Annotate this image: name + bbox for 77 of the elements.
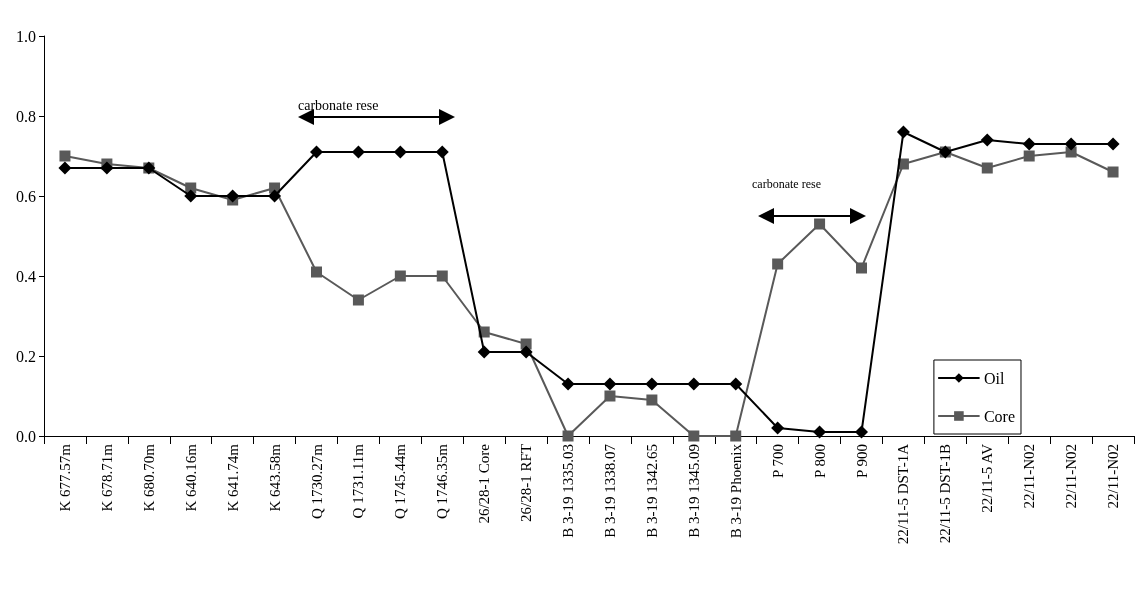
x-tick-label: 22/11-5 DST-1A bbox=[895, 443, 912, 545]
point bbox=[687, 377, 701, 391]
point bbox=[730, 430, 742, 442]
point bbox=[435, 145, 449, 159]
x-tick-label: B 3-19 1335.03 bbox=[560, 444, 577, 538]
point bbox=[59, 150, 71, 162]
point bbox=[226, 189, 240, 203]
y-tick-label: 0.4 bbox=[16, 267, 36, 285]
legend-label: Core bbox=[983, 407, 1016, 425]
point bbox=[184, 189, 198, 203]
x-tick-label: P 700 bbox=[769, 444, 786, 479]
point bbox=[855, 425, 868, 439]
x-tick-label: 22/11-5 AV bbox=[979, 443, 996, 513]
point bbox=[477, 345, 491, 359]
point bbox=[351, 145, 365, 159]
point bbox=[393, 145, 407, 159]
x-tick-label: 22/11-N02 bbox=[1021, 444, 1038, 509]
x-tick-label: P 900 bbox=[853, 444, 870, 479]
point bbox=[856, 262, 867, 274]
x-tick-label: Q 1730.27m bbox=[308, 443, 325, 519]
point bbox=[1022, 137, 1036, 151]
point bbox=[813, 425, 827, 439]
x-tick-label: K 678.71m bbox=[98, 443, 115, 512]
point bbox=[58, 161, 72, 175]
point bbox=[1106, 137, 1120, 151]
x-tick-label: K 680.70m bbox=[140, 443, 157, 512]
y-tick-label: 1.0 bbox=[16, 27, 36, 45]
annotation: carbonate rese bbox=[752, 177, 821, 191]
point bbox=[645, 377, 659, 391]
x-tick-label: P 800 bbox=[811, 444, 828, 479]
point bbox=[646, 394, 658, 406]
x-tick-label: Q 1746.35m bbox=[434, 443, 451, 519]
annotation: carbonate rese bbox=[298, 97, 379, 113]
x-tick-label: B 3-19 1345.09 bbox=[685, 444, 702, 538]
x-tick-label: 22/11-N02 bbox=[1105, 444, 1122, 509]
point bbox=[436, 270, 448, 282]
x-tick-label: Q 1745.44m bbox=[392, 443, 409, 519]
point bbox=[604, 390, 616, 402]
point bbox=[561, 377, 575, 391]
y-tick-label: 0.2 bbox=[16, 347, 36, 365]
x-tick-label: Q 1731.11m bbox=[350, 443, 367, 519]
x-tick-label: B 3-19 1342.65 bbox=[643, 444, 660, 538]
point bbox=[394, 270, 406, 282]
legend-label: Oil bbox=[983, 369, 1005, 387]
x-tick-label: K 641.74m bbox=[224, 443, 241, 512]
point bbox=[310, 145, 323, 159]
point bbox=[519, 345, 533, 359]
point bbox=[729, 377, 743, 391]
x-tick-label: K 643.58m bbox=[266, 443, 283, 512]
point bbox=[688, 430, 700, 442]
y-tick-label: 0.6 bbox=[16, 187, 36, 205]
y-tick-label: 0.8 bbox=[16, 107, 36, 125]
point bbox=[100, 161, 114, 175]
x-tick-label: K 677.57m bbox=[56, 443, 73, 512]
x-tick-label: K 640.16m bbox=[182, 443, 199, 512]
y-tick-label: 0.0 bbox=[16, 427, 36, 445]
x-tick-label: 22/11-N02 bbox=[1063, 444, 1080, 509]
point bbox=[1064, 137, 1078, 151]
point bbox=[352, 294, 364, 306]
x-tick-label: 26/28-1 Core bbox=[476, 443, 493, 524]
point bbox=[772, 258, 784, 270]
x-tick-label: B 3-19 1338.07 bbox=[601, 443, 618, 538]
x-tick-label: 22/11-5 DST-1B bbox=[937, 444, 954, 544]
point bbox=[603, 377, 617, 391]
point bbox=[1065, 146, 1077, 158]
point bbox=[896, 125, 910, 139]
point bbox=[311, 266, 322, 278]
point bbox=[980, 133, 994, 147]
point bbox=[814, 218, 826, 230]
point bbox=[1107, 166, 1119, 178]
point bbox=[268, 189, 282, 203]
point bbox=[1023, 150, 1035, 162]
point bbox=[981, 162, 993, 174]
x-tick-label: 26/28-1 RFT bbox=[518, 444, 535, 522]
x-tick-label: B 3-19 Phoenix bbox=[727, 443, 744, 539]
point bbox=[562, 430, 574, 442]
point bbox=[771, 421, 785, 435]
